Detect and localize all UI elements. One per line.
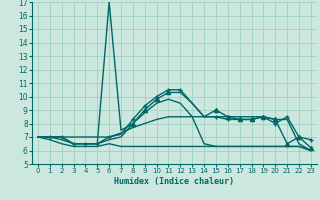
X-axis label: Humidex (Indice chaleur): Humidex (Indice chaleur) [115, 177, 234, 186]
